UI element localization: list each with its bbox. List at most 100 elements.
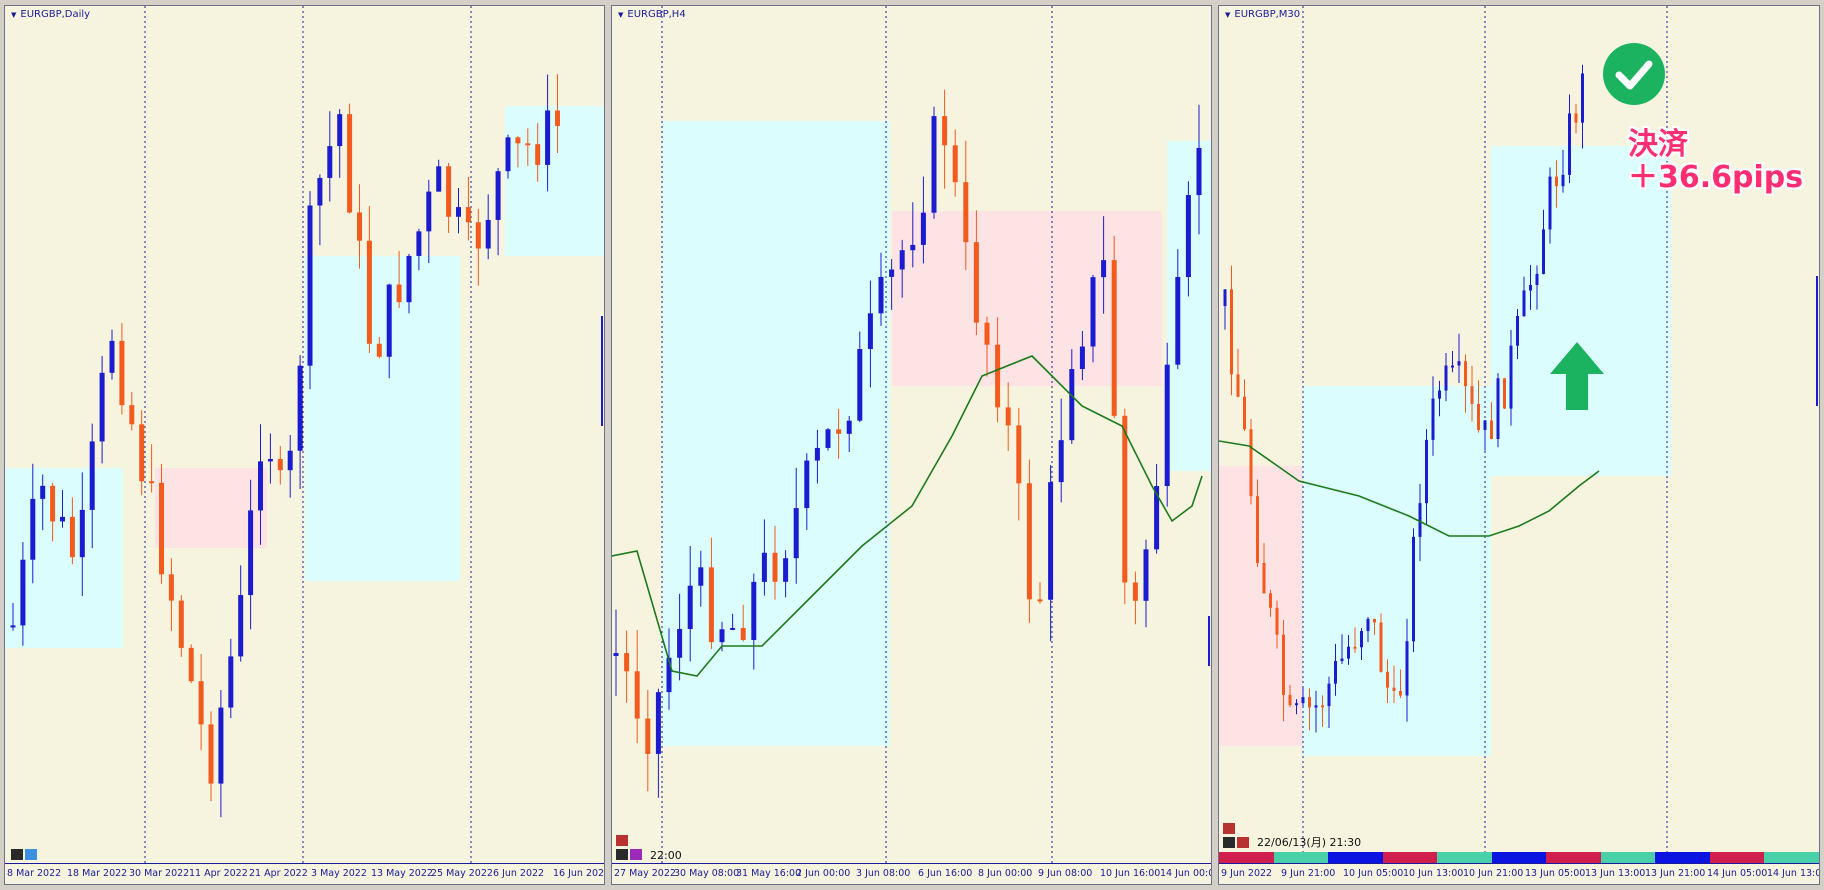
chart-panel-h4[interactable]: EURGBP,H4 22:00 27 May 2022 30 May 08:00… [611,5,1212,885]
candle-body [942,116,948,146]
candle-body [899,250,905,270]
candle-body [1366,618,1370,632]
candle-body [238,595,244,657]
candle-body [708,567,714,643]
candle-body [1548,176,1552,230]
candle-body [456,207,461,217]
candle-body [963,182,969,243]
time-label: 9 Jun 08:00 [1038,868,1093,879]
candle-body [168,574,174,601]
candle-body [920,212,926,245]
candle-body [287,450,293,471]
chart-option-icon[interactable] [630,849,642,860]
candle-body [1262,562,1266,594]
candle-body [1431,398,1435,440]
candle-body [984,322,990,345]
chart-toggle-icon[interactable] [1223,837,1235,848]
candle-body [624,653,630,672]
time-label: 2 Jun 00:00 [796,868,851,879]
candle-body [1470,386,1474,404]
time-label: 8 Jun 00:00 [978,868,1033,879]
candle-body [109,340,115,373]
candle-body [1308,697,1311,708]
candle-body [208,724,214,784]
candle-body [836,429,842,434]
candle-body [1451,365,1454,368]
candle-body [1490,420,1493,439]
candle-body [505,137,511,172]
candle-body [655,692,661,754]
candle-body [1090,277,1096,347]
candle-body [277,459,283,471]
chart-toggle-icon[interactable] [11,849,23,860]
candle-body [386,284,392,357]
chart-toggle-icon[interactable] [616,849,628,860]
chart-minimize-icon[interactable] [1223,823,1235,834]
time-label: 6 Jun 16:00 [918,868,973,879]
candle-body [857,349,863,421]
time-label: 14 Jun 13:00 [1767,868,1819,879]
candle-body [1301,697,1305,704]
candle-body [1196,147,1202,196]
candle-body [1243,396,1246,430]
candle-body [793,508,799,559]
candle-body [1101,260,1107,278]
time-label: 9 Jun 21:00 [1281,868,1336,879]
candle-body [446,166,452,217]
time-axis: 9 Jun 2022 9 Jun 21:00 10 Jun 05:00 10 J… [1219,863,1819,884]
status-label: 決済 [1628,127,1688,162]
candle-body [1542,229,1545,274]
chart-minimize-icon[interactable] [616,835,628,846]
time-label: 14 Jun 05:00 [1707,868,1768,879]
candle-body [178,600,184,648]
candle-body [376,343,382,357]
candle-body [426,191,432,232]
candle-body [772,552,778,582]
candle-body [60,516,65,522]
candle-body [89,441,95,510]
candle-body [1516,316,1519,346]
candle-body [1295,703,1298,706]
candle-body [1464,361,1467,387]
chart-option-icon[interactable] [1237,837,1249,848]
candle-body [1037,599,1043,602]
candle-body [1230,289,1233,375]
chart-panel-daily[interactable]: EURGBP,Daily 8 Mar 2022 18 Mar 2022 30 M… [4,5,605,885]
time-label: 6 Jun 2022 [493,868,545,879]
candle-body [1425,439,1428,504]
candle-body [1412,536,1415,642]
chart-option-icon[interactable] [25,849,37,860]
session-strip [1219,852,1819,864]
candle-body [1574,113,1578,123]
candle-body [40,485,46,499]
candle-body [1373,618,1376,623]
time-stamp: 22:00 [650,849,682,862]
candle-body [1164,364,1170,487]
candle-body [1321,705,1324,708]
candle-body [698,567,704,586]
time-label: 30 May 08:00 [674,868,740,879]
candle-body [910,244,916,251]
candle-body [1496,378,1500,439]
chart-title: EURGBP,H4 [618,9,685,20]
candle-body [995,344,1001,408]
time-label: 13 Jun 05:00 [1525,868,1586,879]
candle-body [297,365,303,451]
exit-annotation: 決済 ＋36.6pips [1628,128,1803,194]
chart-panel-m30[interactable]: EURGBP,M30 22/06/13(月) 21:30 9 Jun 2022 … [1218,5,1820,885]
candle-body [1522,290,1526,317]
candle-body [436,166,442,192]
candle-body [1058,440,1064,483]
candle-body [248,510,254,596]
time-label: 31 May 16:00 [736,868,802,879]
candle-body [1353,646,1357,649]
candle-body [687,585,693,629]
candle-body [761,552,767,582]
check-circle-icon [1603,43,1665,105]
time-label: 10 Jun 13:00 [1403,868,1464,879]
time-stamp: 22/06/13(月) 21:30 [1257,836,1362,849]
candle-body [666,657,672,693]
candle-body [396,284,402,303]
zone-box [1303,386,1491,756]
candle-body [804,460,810,509]
